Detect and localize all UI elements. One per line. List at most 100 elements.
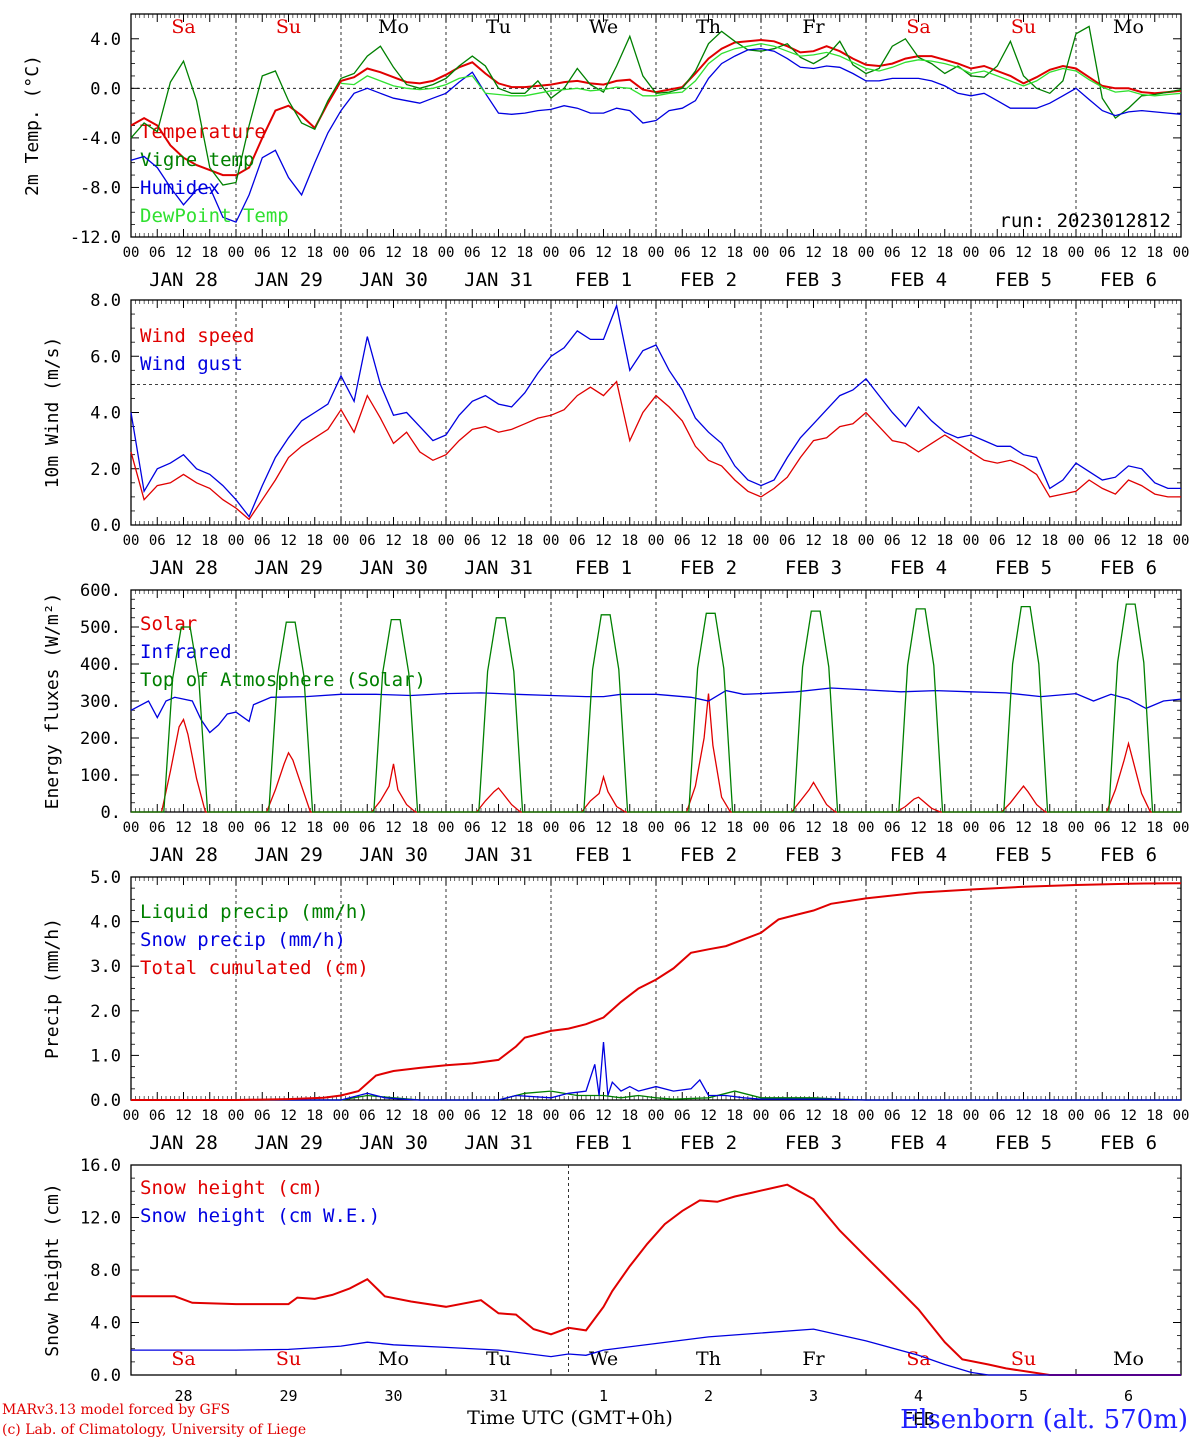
energy-y-axis-title: Energy fluxes (W/m²) bbox=[42, 593, 63, 810]
energy-hour-tick-label: 06 bbox=[674, 820, 691, 836]
precip-panel: 0.0 1.0 2.0 3.0 4.0 5.0 00 06 12 18 00 06 12 18 00 06 12… bbox=[42, 868, 1189, 1154]
panels-layer: -12.0-8.0-4.00.04.000 06 12 18 00 06 12 18 00 06 1… bbox=[22, 13, 1189, 1430]
energy-y-tick-label: 500. bbox=[80, 618, 121, 638]
precip-hour-tick-label: 12 bbox=[280, 1108, 297, 1124]
temp-weekday-label: We bbox=[589, 16, 618, 38]
energy-legend-0: Solar bbox=[140, 613, 197, 635]
temp-weekday-label: Su bbox=[1011, 16, 1036, 38]
energy-hour-tick-label: 06 bbox=[989, 820, 1006, 836]
precip-hour-tick-label: 06 bbox=[569, 1108, 586, 1124]
precip-legend-1: Snow precip (mm/h) bbox=[140, 929, 346, 951]
temp-hour-tick-label: 18 bbox=[621, 245, 638, 261]
energy-hour-tick-label: 12 bbox=[280, 820, 297, 836]
energy-hour-tick-label: 00 bbox=[438, 820, 455, 836]
wind-date-label: FEB 5 bbox=[995, 557, 1052, 579]
snow-y-tick-label: 12.0 bbox=[80, 1209, 121, 1229]
precip-hour-tick-label: 12 bbox=[1015, 1108, 1032, 1124]
temp-weekday-label: Mo bbox=[378, 16, 409, 38]
wind-date-label: FEB 1 bbox=[575, 557, 632, 579]
temp-hour-tick-label: 06 bbox=[884, 245, 901, 261]
temp-hour-tick-label: 06 bbox=[989, 245, 1006, 261]
wind-hour-tick-label: 18 bbox=[726, 533, 743, 549]
energy-hour-tick-label: 12 bbox=[700, 820, 717, 836]
precip-y-axis-title: Precip (mm/h) bbox=[42, 918, 63, 1059]
wind-date-label: JAN 30 bbox=[359, 557, 428, 579]
wind-date-label: FEB 3 bbox=[785, 557, 842, 579]
temp-hour-tick-label: 18 bbox=[1041, 245, 1058, 261]
precip-hour-tick-label: 06 bbox=[674, 1108, 691, 1124]
energy-hour-tick-label: 00 bbox=[648, 820, 665, 836]
wind-date-label: JAN 28 bbox=[149, 557, 218, 579]
precip-hour-tick-label: 12 bbox=[595, 1108, 612, 1124]
wind-hour-tick-label: 00 bbox=[333, 533, 350, 549]
temp-legend-3: DewPoint Temp bbox=[140, 205, 289, 227]
energy-hour-tick-label: 06 bbox=[464, 820, 481, 836]
energy-hour-tick-label: 18 bbox=[1041, 820, 1058, 836]
wind-hour-tick-label: 06 bbox=[989, 533, 1006, 549]
snow-x-axis-title: Time UTC (GMT+0h) bbox=[467, 1407, 673, 1429]
precip-hour-tick-label: 00 bbox=[963, 1108, 980, 1124]
precip-hour-tick-label: 06 bbox=[884, 1108, 901, 1124]
snow-weekday-label: Su bbox=[276, 1348, 301, 1370]
temp-hour-tick-label: 06 bbox=[149, 245, 166, 261]
energy-date-label: FEB 1 bbox=[575, 844, 632, 866]
temp-y-axis-title: 2m Temp. (°C) bbox=[22, 55, 43, 196]
energy-y-tick-label: 300. bbox=[80, 692, 121, 712]
temp-hour-tick-label: 00 bbox=[438, 245, 455, 261]
wind-hour-tick-label: 06 bbox=[464, 533, 481, 549]
energy-hour-tick-label: 00 bbox=[123, 820, 140, 836]
temp-hour-tick-label: 12 bbox=[490, 245, 507, 261]
temp-y-tick-label: -12.0 bbox=[70, 228, 121, 248]
temp-weekday-label: Sa bbox=[906, 16, 930, 38]
precip-series-line-1 bbox=[131, 1041, 1181, 1101]
wind-hour-tick-label: 12 bbox=[1120, 533, 1137, 549]
wind-hour-tick-label: 06 bbox=[884, 533, 901, 549]
energy-hour-tick-label: 00 bbox=[963, 820, 980, 836]
energy-date-label: JAN 29 bbox=[254, 844, 323, 866]
snow-day-number-label: 29 bbox=[279, 1387, 297, 1405]
energy-hour-tick-label: 12 bbox=[1015, 820, 1032, 836]
temp-weekday-label: Fr bbox=[802, 16, 825, 38]
wind-legend-1: Wind gust bbox=[140, 353, 243, 375]
energy-hour-tick-label: 18 bbox=[201, 820, 218, 836]
wind-hour-tick-label: 12 bbox=[175, 533, 192, 549]
energy-series-line-2 bbox=[131, 603, 1181, 813]
precip-hour-tick-label: 18 bbox=[306, 1108, 323, 1124]
precip-date-label: JAN 28 bbox=[149, 1132, 218, 1154]
energy-y-tick-label: 400. bbox=[80, 655, 121, 675]
precip-date-label: FEB 1 bbox=[575, 1132, 632, 1154]
precip-date-label: JAN 29 bbox=[254, 1132, 323, 1154]
precip-series-line-2 bbox=[131, 882, 1182, 1101]
precip-hour-tick-label: 00 bbox=[333, 1108, 350, 1124]
temp-weekday-label: Sa bbox=[171, 16, 195, 38]
energy-hour-tick-label: 06 bbox=[884, 820, 901, 836]
precip-hour-tick-label: 18 bbox=[621, 1108, 638, 1124]
precip-hour-tick-label: 18 bbox=[831, 1108, 848, 1124]
temp-hour-tick-label: 00 bbox=[543, 245, 560, 261]
energy-date-label: FEB 3 bbox=[785, 844, 842, 866]
temp-weekday-label: Th bbox=[696, 16, 721, 38]
temp-date-label: JAN 29 bbox=[254, 269, 323, 291]
precip-hour-tick-label: 18 bbox=[201, 1108, 218, 1124]
temp-hour-tick-label: 18 bbox=[306, 245, 323, 261]
snow-day-number-label: 3 bbox=[809, 1387, 818, 1405]
wind-y-tick-label: 2.0 bbox=[90, 460, 121, 480]
wind-hour-tick-label: 18 bbox=[201, 533, 218, 549]
wind-hour-tick-label: 18 bbox=[621, 533, 638, 549]
wind-hour-tick-label: 06 bbox=[1094, 533, 1111, 549]
precip-hour-tick-label: 12 bbox=[490, 1108, 507, 1124]
precip-hour-tick-label: 00 bbox=[753, 1108, 770, 1124]
wind-hour-tick-label: 18 bbox=[1146, 533, 1163, 549]
temp-hour-tick-label: 00 bbox=[648, 245, 665, 261]
temp-hour-tick-label: 12 bbox=[910, 245, 927, 261]
energy-hour-tick-label: 00 bbox=[543, 820, 560, 836]
wind-y-tick-label: 6.0 bbox=[90, 347, 121, 367]
wind-hour-tick-label: 12 bbox=[490, 533, 507, 549]
snow-y-tick-label: 8.0 bbox=[90, 1261, 121, 1281]
temp-weekday-label: Mo bbox=[1113, 16, 1144, 38]
precip-hour-tick-label: 12 bbox=[910, 1108, 927, 1124]
energy-date-label: FEB 2 bbox=[680, 844, 737, 866]
precip-hour-tick-label: 18 bbox=[411, 1108, 428, 1124]
precip-legend-0: Liquid precip (mm/h) bbox=[140, 901, 369, 923]
precip-hour-tick-label: 00 bbox=[123, 1108, 140, 1124]
